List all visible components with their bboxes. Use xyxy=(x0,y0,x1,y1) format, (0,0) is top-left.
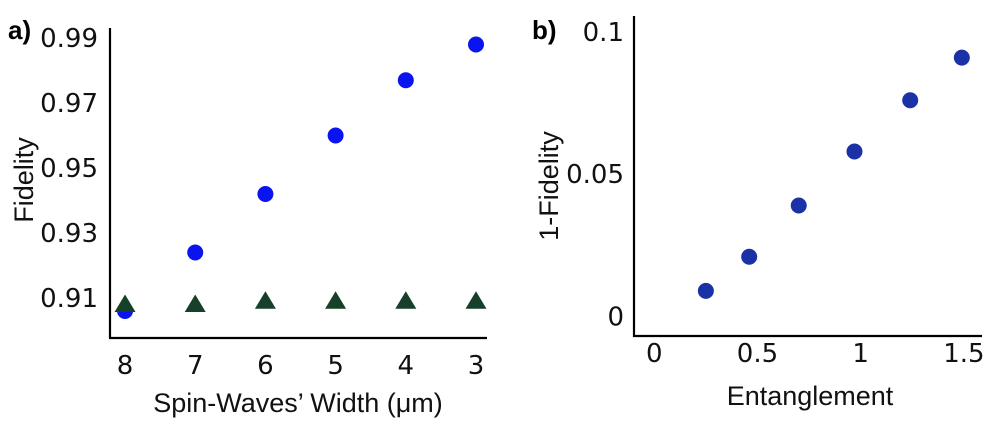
panel-a-circle-point xyxy=(397,72,414,89)
panel-b-y-tick-label: 0.1 xyxy=(583,18,624,48)
panel-a-y-tick-label: 0.91 xyxy=(40,284,98,314)
panel-b: b) 0 0.05 0.1 0 0.5 1 1.5 Entanglement 1-Fide… xyxy=(532,15,985,411)
panel-a-y-tick-label: 0.97 xyxy=(40,89,98,119)
panel-a: a) 0.91 0.93 0.95 0.97 0.99 8 7 6 5 4 3 Spin-Wave… xyxy=(8,15,487,418)
panel-a-y-tick-label: 0.95 xyxy=(40,154,98,184)
panel-b-circle-point xyxy=(697,282,714,299)
panel-a-triangle-point xyxy=(465,291,487,309)
panel-a-y-tick-labels: 0.91 0.93 0.95 0.97 0.99 xyxy=(40,24,98,314)
panel-a-x-axis-label: Spin-Waves’ Width (μm) xyxy=(153,388,443,418)
panel-a-x-tick-labels: 8 7 6 5 4 3 xyxy=(117,351,485,381)
panel-a-axes xyxy=(108,28,487,340)
panel-b-y-tick-label: 0.05 xyxy=(566,160,624,190)
panel-b-circle-point xyxy=(953,49,970,66)
panel-b-y-tick-labels: 0 0.05 0.1 xyxy=(566,18,624,332)
panel-b-x-tick-label: 0 xyxy=(646,339,663,369)
panel-b-data-marks xyxy=(697,49,970,299)
panel-b-circle-point xyxy=(902,92,919,109)
panel-b-label: b) xyxy=(532,15,557,45)
panel-b-x-tick-label: 1 xyxy=(852,339,869,369)
panel-b-x-tick-label: 0.5 xyxy=(737,339,778,369)
panel-b-circle-point xyxy=(846,143,863,160)
panel-a-x-tick-label: 8 xyxy=(117,351,134,381)
panel-a-triangle-point xyxy=(254,291,276,309)
panel-a-y-tick-label: 0.99 xyxy=(40,24,98,54)
panel-a-circle-point xyxy=(257,186,274,202)
panel-a-x-tick-label: 7 xyxy=(187,351,204,381)
panel-b-x-tick-labels: 0 0.5 1 1.5 xyxy=(646,339,985,369)
panel-b-y-tick-label: 0 xyxy=(607,302,624,332)
panel-a-x-tick-label: 4 xyxy=(398,351,415,381)
panel-a-circle-point xyxy=(468,36,484,53)
panel-a-triangle-point xyxy=(325,291,347,309)
panel-a-circle-point xyxy=(187,244,204,261)
panel-a-y-axis-label: Fidelity xyxy=(9,137,39,223)
panel-a-x-tick-label: 3 xyxy=(468,351,485,381)
panel-a-x-tick-label: 5 xyxy=(327,351,344,381)
panel-b-axes xyxy=(632,16,982,338)
panel-a-x-tick-label: 6 xyxy=(257,351,274,381)
panel-b-circle-point xyxy=(790,197,807,214)
panel-b-y-axis-label: 1-Fidelity xyxy=(534,131,564,241)
panel-a-data-marks xyxy=(114,36,487,319)
panel-b-circle-point xyxy=(741,248,758,265)
panel-a-triangle-point xyxy=(184,294,206,312)
panel-a-y-tick-label: 0.93 xyxy=(40,219,98,249)
panel-b-x-tick-label: 1.5 xyxy=(943,339,984,369)
panel-a-triangle-point xyxy=(114,294,136,312)
panel-a-circle-point xyxy=(327,127,344,144)
panel-a-triangle-point xyxy=(395,291,417,309)
panel-b-x-axis-label: Entanglement xyxy=(727,381,894,411)
panel-a-label: a) xyxy=(8,15,31,45)
